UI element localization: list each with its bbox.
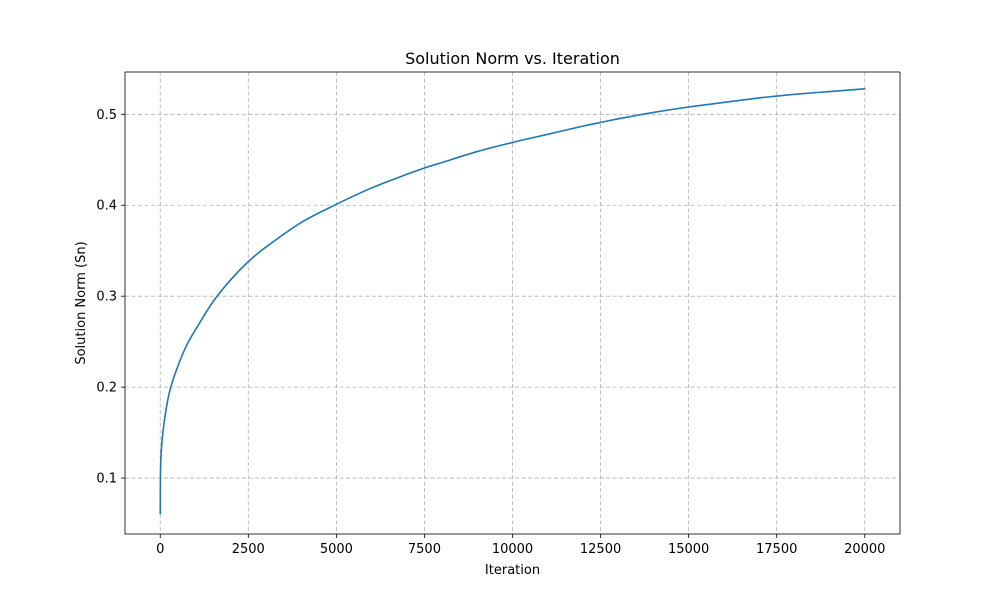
x-tick-label: 10000 bbox=[492, 542, 533, 557]
y-tick-label: 0.3 bbox=[96, 290, 117, 305]
x-tick-label: 5000 bbox=[320, 542, 353, 557]
y-tick-label: 0.2 bbox=[96, 381, 117, 396]
x-tick-label: 0 bbox=[156, 542, 164, 557]
y-tick-label: 0.4 bbox=[96, 199, 117, 214]
x-tick-label: 20000 bbox=[844, 542, 885, 557]
x-tick-label: 17500 bbox=[756, 542, 797, 557]
y-tick-label: 0.5 bbox=[96, 108, 117, 123]
x-tick-label: 15000 bbox=[668, 542, 709, 557]
chart-title: Solution Norm vs. Iteration bbox=[405, 49, 620, 68]
x-axis-label: Iteration bbox=[485, 563, 540, 578]
x-tick-label: 2500 bbox=[232, 542, 265, 557]
gridlines bbox=[125, 72, 900, 534]
y-axis-label: Solution Norm (Sn) bbox=[74, 241, 89, 364]
x-tick-label: 7500 bbox=[408, 542, 441, 557]
x-axis-ticks: 0 2500 5000 7500 10000 12500 15000 17500 20000 bbox=[156, 534, 885, 557]
y-axis-ticks: 0.1 0.2 0.3 0.4 0.5 bbox=[96, 108, 125, 487]
series-line-solution-norm bbox=[159, 88, 866, 515]
y-tick-label: 0.1 bbox=[96, 472, 117, 487]
x-tick-label: 12500 bbox=[580, 542, 621, 557]
